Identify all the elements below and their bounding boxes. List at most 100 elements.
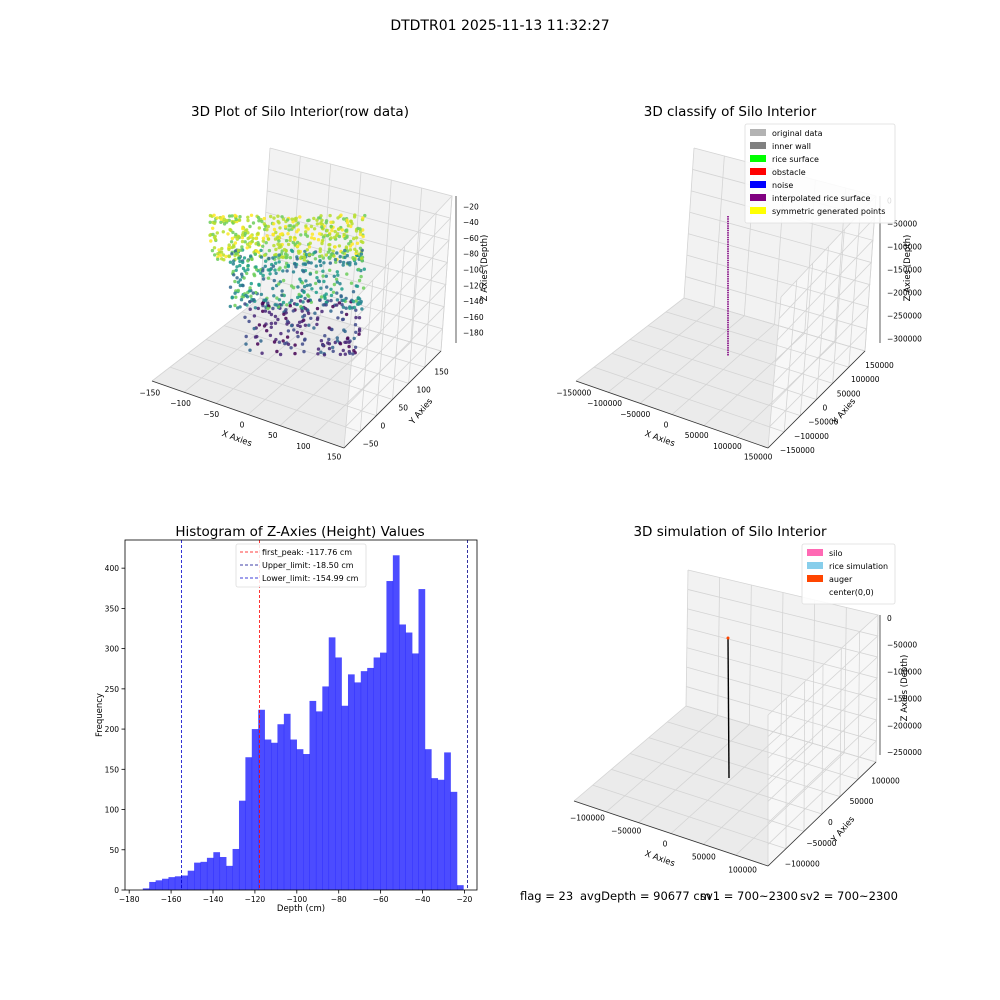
raw-point: [268, 267, 273, 272]
simulation-plot-y-axis-label: Y Axies: [829, 814, 857, 845]
raw-plot-y-tick-label: 100: [416, 386, 431, 395]
raw-point: [359, 252, 364, 256]
raw-point: [327, 337, 331, 342]
raw-point: [241, 227, 245, 231]
raw-point: [315, 322, 319, 327]
classify-plot-grid-v2: [783, 280, 798, 432]
simulation-plot-grid-v1: [812, 599, 816, 744]
raw-point: [242, 256, 247, 260]
raw-point: [328, 261, 332, 265]
raw-point: [322, 353, 327, 357]
histogram-bar: [162, 878, 169, 890]
simulation-plot-z-axis-label: Z Axies (Depth): [900, 655, 910, 722]
raw-point: [303, 323, 308, 327]
raw-point: [227, 218, 231, 222]
raw-point: [271, 286, 275, 291]
raw-point: [319, 350, 323, 354]
raw-point: [336, 316, 340, 320]
raw-point: [257, 219, 261, 223]
simulation-legend-label: rice simulation: [829, 562, 888, 571]
raw-plot-z-tick-label: −140: [463, 297, 484, 306]
raw-point: [318, 249, 322, 254]
raw-point: [249, 294, 253, 298]
raw-point: [312, 326, 316, 330]
raw-plot-z-tick-label: −60: [463, 234, 479, 243]
raw-point: [335, 303, 339, 307]
raw-point: [354, 236, 359, 240]
raw-point: [233, 241, 238, 245]
raw-plot-grid-v2: [359, 280, 374, 432]
raw-point: [272, 294, 276, 298]
raw-point: [215, 216, 219, 220]
raw-point: [345, 221, 350, 225]
classify-plot-x-tick-label: −100000: [587, 399, 622, 408]
raw-point: [302, 258, 306, 262]
raw-point: [266, 237, 271, 241]
raw-point: [240, 233, 245, 237]
raw-point: [272, 227, 277, 232]
raw-point: [303, 232, 308, 237]
simulation-plot-z-tick-label: 0: [887, 614, 892, 623]
raw-point: [219, 253, 223, 258]
raw-point: [274, 230, 278, 235]
raw-point: [296, 244, 300, 248]
histogram-bar: [251, 729, 259, 890]
raw-point: [318, 259, 322, 263]
raw-point: [324, 253, 329, 257]
raw-point: [288, 256, 293, 260]
histogram-bar: [174, 876, 182, 890]
raw-point: [350, 242, 354, 246]
raw-point: [284, 316, 288, 321]
raw-point: [234, 232, 238, 237]
classify-legend-label: original data: [772, 129, 823, 138]
classify-plot-grid-v2: [832, 229, 845, 384]
simulation-plot-grid-v2: [857, 631, 861, 780]
histogram-bar: [245, 757, 253, 890]
raw-point: [255, 334, 259, 339]
raw-point: [300, 309, 304, 313]
raw-point: [280, 215, 284, 219]
raw-point: [233, 303, 237, 308]
histogram-legend-label: Lower_limit: -154.99 cm: [262, 574, 359, 583]
histogram-bar: [303, 754, 310, 890]
raw-point: [330, 327, 334, 332]
histogram-bar: [213, 852, 221, 890]
raw-point: [325, 234, 330, 238]
raw-plot-z-tick-label: −20: [463, 202, 479, 211]
raw-point: [347, 242, 351, 246]
raw-point: [325, 228, 329, 233]
raw-point: [361, 286, 366, 290]
raw-point: [349, 224, 353, 229]
raw-point: [362, 267, 366, 271]
raw-point: [246, 263, 250, 268]
raw-point: [227, 247, 231, 252]
raw-point: [298, 215, 302, 219]
raw-plot-z-tick-label: −100: [463, 266, 484, 275]
raw-point: [250, 239, 254, 244]
raw-point: [340, 287, 344, 291]
raw-point: [261, 244, 265, 248]
raw-point: [246, 215, 250, 219]
simulation-plot-z-tick-label: −50000: [887, 641, 917, 650]
raw-point: [338, 352, 343, 357]
classify-plot-grid-h: [688, 233, 871, 384]
raw-point: [304, 230, 308, 234]
raw-point: [245, 228, 249, 232]
raw-point: [241, 266, 246, 271]
raw-point: [318, 254, 322, 259]
raw-point: [302, 313, 307, 318]
raw-point: [246, 231, 250, 235]
raw-point: [344, 306, 348, 310]
classify-plot-z-tick-label: −300000: [887, 335, 922, 344]
raw-point: [249, 213, 254, 217]
raw-point: [244, 334, 248, 339]
raw-point: [228, 304, 232, 309]
histogram-legend-label: Upper_limit: -18.50 cm: [262, 561, 354, 570]
raw-point: [321, 343, 325, 347]
histogram-bar: [238, 800, 246, 890]
raw-point: [312, 237, 316, 241]
avg-depth-text: avgDepth = 90677 cm: [580, 889, 711, 903]
raw-point: [277, 340, 282, 344]
simulation-plot-x-axis-label: X Axies: [643, 849, 676, 869]
raw-point: [275, 303, 279, 307]
